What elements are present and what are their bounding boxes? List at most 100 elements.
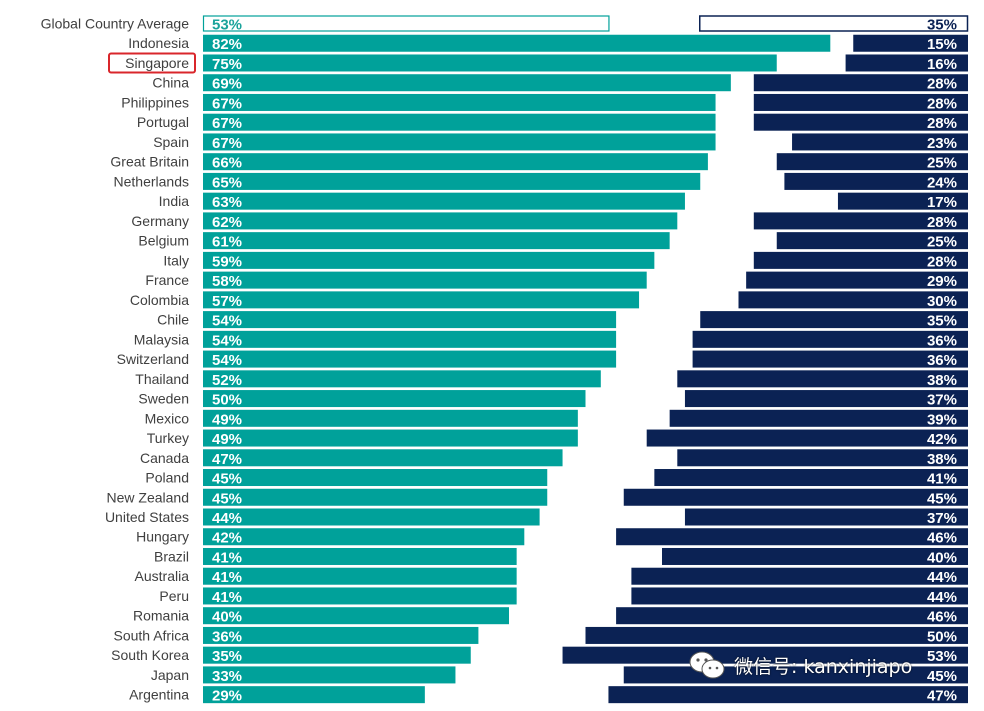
bar-left <box>203 469 548 487</box>
category-label: Philippines <box>121 94 189 110</box>
value-label-right: 39% <box>927 411 957 428</box>
value-label-right: 28% <box>927 95 957 112</box>
value-label-left: 62% <box>212 214 242 231</box>
category-label: Indonesia <box>128 35 189 51</box>
bar-right <box>700 311 968 329</box>
watermark-text: 微信号: kanxinjiapo <box>734 655 913 678</box>
bar-left <box>203 488 548 506</box>
bar-left <box>203 567 517 585</box>
value-label-left: 36% <box>212 628 242 645</box>
bar-left <box>203 93 716 111</box>
bar-right <box>677 449 968 467</box>
value-label-right: 46% <box>927 530 957 547</box>
bar-left <box>203 192 685 210</box>
value-label-right: 37% <box>927 392 957 409</box>
bar-right <box>669 409 968 427</box>
bar-left <box>203 153 708 171</box>
value-label-right: 41% <box>927 471 957 488</box>
value-label-left: 49% <box>212 431 242 448</box>
value-label-right: 29% <box>927 273 957 290</box>
value-label-right: 47% <box>927 688 957 705</box>
value-label-right: 28% <box>927 115 957 132</box>
category-label: India <box>159 193 190 209</box>
bar-right <box>692 350 968 368</box>
category-label: Portugal <box>137 114 189 130</box>
value-label-right: 25% <box>927 234 957 251</box>
bar-left <box>203 626 479 644</box>
value-label-left: 33% <box>212 668 242 685</box>
value-label-right: 24% <box>927 174 957 191</box>
bar-right <box>738 291 968 309</box>
category-label: Singapore <box>125 55 189 71</box>
value-label-left: 67% <box>212 95 242 112</box>
category-label: Turkey <box>147 430 189 446</box>
bar-right <box>662 547 968 565</box>
bar-right <box>753 212 968 230</box>
bar-left <box>203 429 578 447</box>
category-label: Argentina <box>129 687 189 703</box>
value-label-left: 61% <box>212 234 242 251</box>
value-label-left: 59% <box>212 253 242 270</box>
bar-right <box>753 113 968 131</box>
bar-left <box>203 54 777 72</box>
value-label-right: 28% <box>927 76 957 93</box>
bar-left <box>203 133 716 151</box>
value-label-right: 44% <box>927 589 957 606</box>
category-label: Peru <box>159 588 189 604</box>
bar-right <box>792 133 968 151</box>
category-label: Hungary <box>136 529 189 545</box>
bar-left <box>203 212 678 230</box>
value-label-left: 66% <box>212 155 242 172</box>
bar-left <box>203 271 647 289</box>
category-label: Brazil <box>154 548 189 564</box>
value-label-left: 75% <box>212 56 242 73</box>
category-label: Global Country Average <box>41 16 190 32</box>
category-label: Romania <box>133 608 189 624</box>
category-label: Canada <box>140 450 189 466</box>
bar-right <box>608 686 968 704</box>
bar-right <box>837 192 968 210</box>
category-label: New Zealand <box>107 489 190 505</box>
value-label-right: 45% <box>927 490 957 507</box>
value-label-left: 57% <box>212 293 242 310</box>
category-label: Colombia <box>130 292 189 308</box>
category-label: Chile <box>157 312 189 328</box>
bar-right <box>616 528 968 546</box>
bar-left <box>203 528 525 546</box>
bar-right <box>585 626 968 644</box>
value-label-left: 52% <box>212 372 242 389</box>
value-label-left: 42% <box>212 530 242 547</box>
value-label-left: 54% <box>212 332 242 349</box>
value-label-right: 17% <box>927 194 957 211</box>
bar-right-average <box>699 15 969 32</box>
value-label-right: 28% <box>927 253 957 270</box>
category-label: Sweden <box>138 391 189 407</box>
value-label-left: 67% <box>212 135 242 152</box>
value-label-left: 58% <box>212 273 242 290</box>
bar-left <box>203 587 517 605</box>
bar-left <box>203 409 578 427</box>
value-label-right: 28% <box>927 214 957 231</box>
value-label-left: 47% <box>212 451 242 468</box>
category-label: Mexico <box>145 410 190 426</box>
value-label-right: 44% <box>927 569 957 586</box>
bar-left <box>203 646 471 664</box>
category-label: Great Britain <box>110 154 189 170</box>
bar-right <box>776 232 968 250</box>
bar-right <box>776 153 968 171</box>
bar-left <box>203 508 540 526</box>
category-label: Japan <box>151 667 189 683</box>
bar-right <box>746 271 968 289</box>
value-label-right: 25% <box>927 155 957 172</box>
value-label-right: 53% <box>927 648 957 665</box>
bar-right <box>631 567 968 585</box>
value-label-left: 65% <box>212 174 242 191</box>
category-label: Malaysia <box>134 331 189 347</box>
bar-right <box>631 587 968 605</box>
category-label: Netherlands <box>114 173 190 189</box>
value-label-left: 29% <box>212 688 242 705</box>
highlight-box <box>108 52 196 74</box>
value-label-left: 40% <box>212 609 242 626</box>
bar-right <box>784 172 968 190</box>
bar-left <box>203 350 617 368</box>
